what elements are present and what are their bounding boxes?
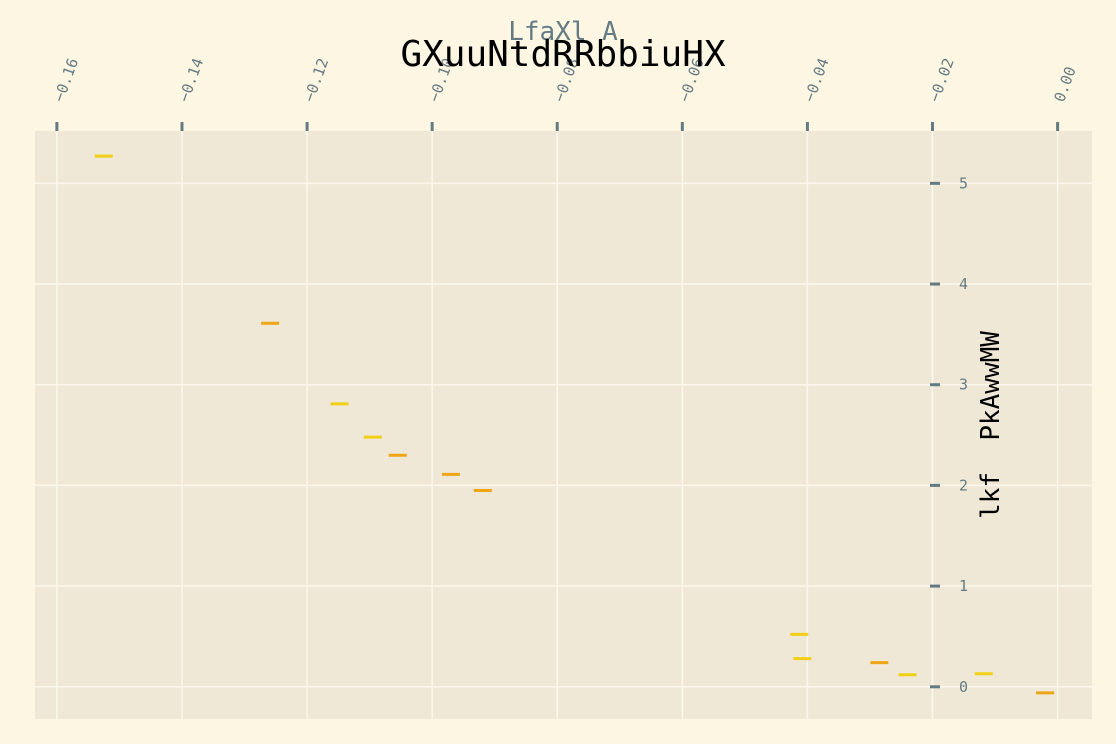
grid [35, 131, 1092, 719]
x-tick-label: −0.02 [925, 56, 957, 105]
plot-area [35, 131, 1092, 719]
y-axis-label: lkf PkAwwMW [976, 331, 1006, 519]
chart-title: GXuuNtdRRbbiuHX [400, 34, 725, 75]
data-marks [94, 154, 1055, 695]
y-axis: 0 1 2 3 4 5 [930, 174, 968, 696]
x-tick-label: −0.14 [175, 56, 207, 105]
y-tick-label: 4 [959, 275, 968, 293]
x-tick-label: 0.00 [1050, 64, 1079, 104]
y-tick-label: 3 [959, 376, 968, 394]
y-tick-label: 2 [959, 476, 968, 494]
y-tick-label: 0 [959, 678, 968, 696]
y-tick-label: 5 [959, 174, 968, 192]
y-tick-label: 1 [959, 577, 968, 595]
x-tick-label: −0.16 [50, 56, 82, 105]
x-tick-label: −0.12 [300, 56, 332, 105]
x-tick-label: −0.04 [800, 56, 832, 105]
chart-subtitle: LfaXl A [508, 17, 618, 47]
